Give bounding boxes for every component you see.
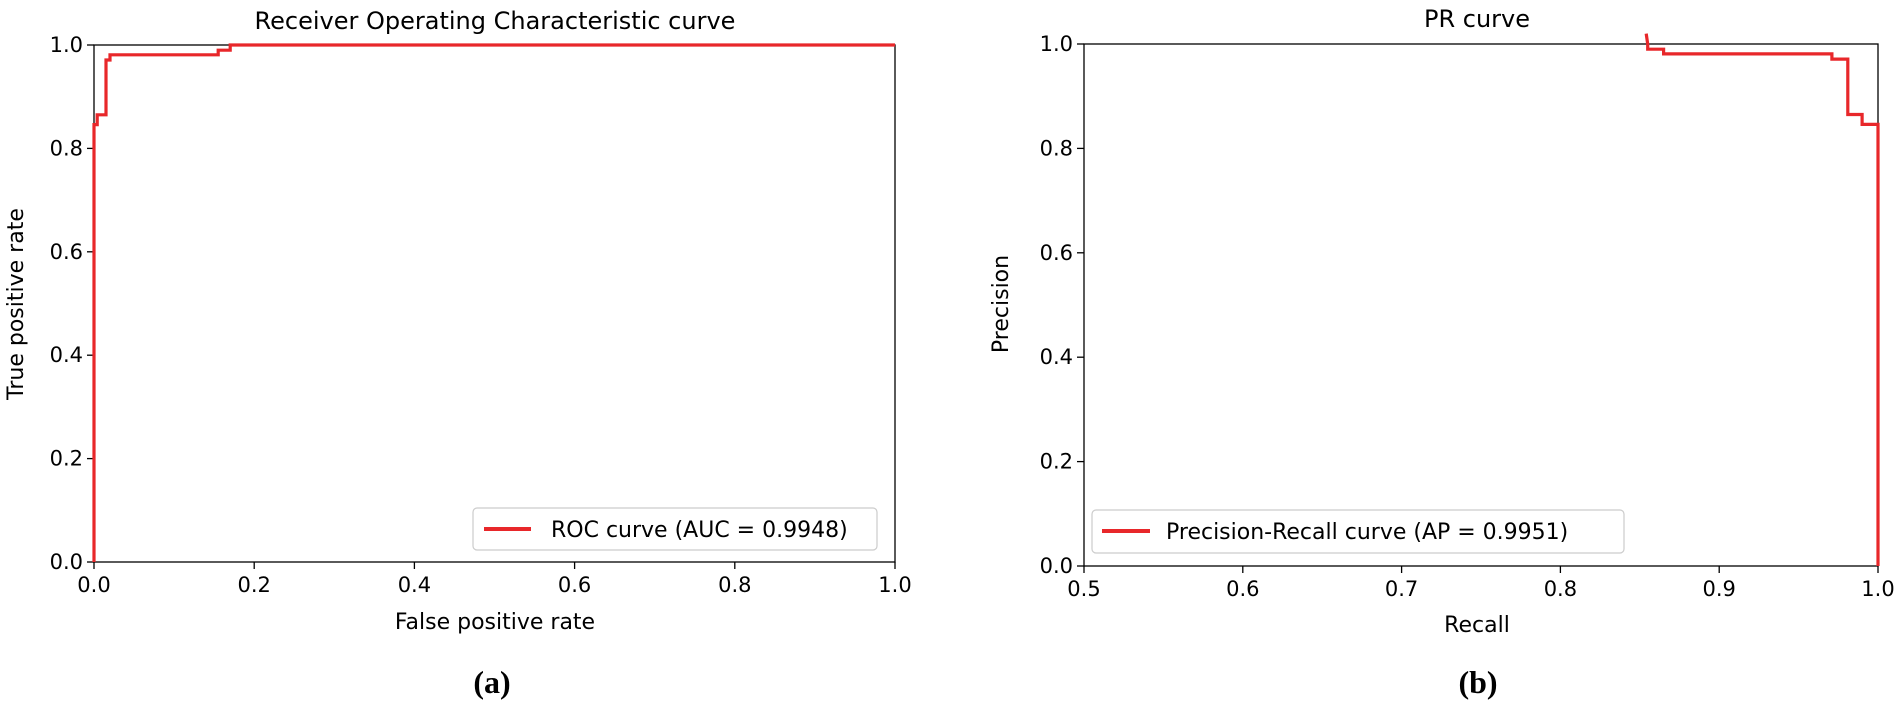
pr-y-axis-label: Precision	[989, 255, 1014, 353]
pr-x-tick-label: 0.5	[1067, 577, 1100, 601]
pr-y-tick-label: 0.2	[1040, 450, 1073, 474]
pr-x-axis-label: Recall	[1444, 613, 1510, 638]
pr-title: PR curve	[1424, 5, 1530, 33]
roc-title: Receiver Operating Characteristic curve	[255, 7, 736, 35]
roc-legend: ROC curve (AUC = 0.9948)	[472, 507, 878, 551]
pr-y-tick-label: 1.0	[1040, 32, 1073, 56]
pr-x-tick-label: 0.6	[1226, 577, 1259, 601]
pr-y-tick-label: 0.6	[1040, 241, 1073, 265]
pr-x-tick-label: 1.0	[1861, 577, 1894, 601]
roc-legend-box	[472, 507, 878, 551]
roc-series	[92, 43, 895, 562]
pr-axes-frame	[1083, 43, 1879, 567]
pr-y-tick-label: 0.8	[1040, 136, 1073, 160]
roc-x-tick-label: 0.8	[718, 573, 751, 597]
roc-x-tick-label: 1.0	[878, 573, 911, 597]
roc-x-axis-label: False positive rate	[395, 610, 595, 635]
pr-y-ticks: 0.0 0.2 0.4 0.6 0.8 1.0	[1040, 32, 1084, 578]
roc-x-tick-label: 0.6	[558, 573, 591, 597]
roc-y-tick-label: 0.6	[50, 240, 83, 264]
pr-x-tick-label: 0.8	[1544, 577, 1577, 601]
pr-y-tick-label: 0.4	[1040, 345, 1073, 369]
roc-x-tick-label: 0.0	[77, 573, 110, 597]
pr-legend: Precision-Recall curve (AP = 0.9951)	[1091, 509, 1625, 554]
roc-y-tick-label: 0.8	[50, 136, 83, 160]
roc-y-ticks: 0.0 0.2 0.4 0.6 0.8 1.0	[50, 33, 94, 574]
pr-x-tick-label: 0.9	[1702, 577, 1735, 601]
roc-curve-line	[92, 43, 895, 562]
roc-axes-frame	[93, 44, 896, 563]
pr-series	[1644, 33, 1880, 566]
roc-x-ticks: 0.0 0.2 0.4 0.6 0.8 1.0	[77, 562, 912, 597]
roc-x-tick-label: 0.2	[237, 573, 270, 597]
pr-x-ticks: 0.5 0.6 0.7 0.8 0.9 1.0	[1067, 566, 1895, 601]
roc-y-tick-label: 0.2	[50, 447, 83, 471]
roc-y-tick-label: 1.0	[50, 33, 83, 57]
roc-legend-label: ROC curve (AUC = 0.9948)	[551, 518, 848, 543]
roc-x-tick-label: 0.4	[398, 573, 431, 597]
pr-legend-box	[1091, 509, 1625, 554]
pr-legend-label: Precision-Recall curve (AP = 0.9951)	[1166, 520, 1568, 545]
pr-x-tick-label: 0.7	[1385, 577, 1418, 601]
pr-y-tick-label: 0.0	[1040, 554, 1073, 578]
roc-panel: Receiver Operating Characteristic curve …	[4, 7, 912, 700]
roc-y-axis-label: True positive rate	[4, 208, 29, 401]
pr-curve-line	[1644, 33, 1880, 566]
panel-label-b: (b)	[1458, 664, 1497, 700]
panel-label-a: (a)	[473, 664, 510, 700]
roc-y-tick-label: 0.4	[50, 343, 83, 367]
pr-panel: PR curve 0.5 0.6 0.7 0.8 0.9 1.0 0.0 0.2 0.4 0.6…	[989, 5, 1895, 700]
roc-y-tick-label: 0.0	[50, 550, 83, 574]
